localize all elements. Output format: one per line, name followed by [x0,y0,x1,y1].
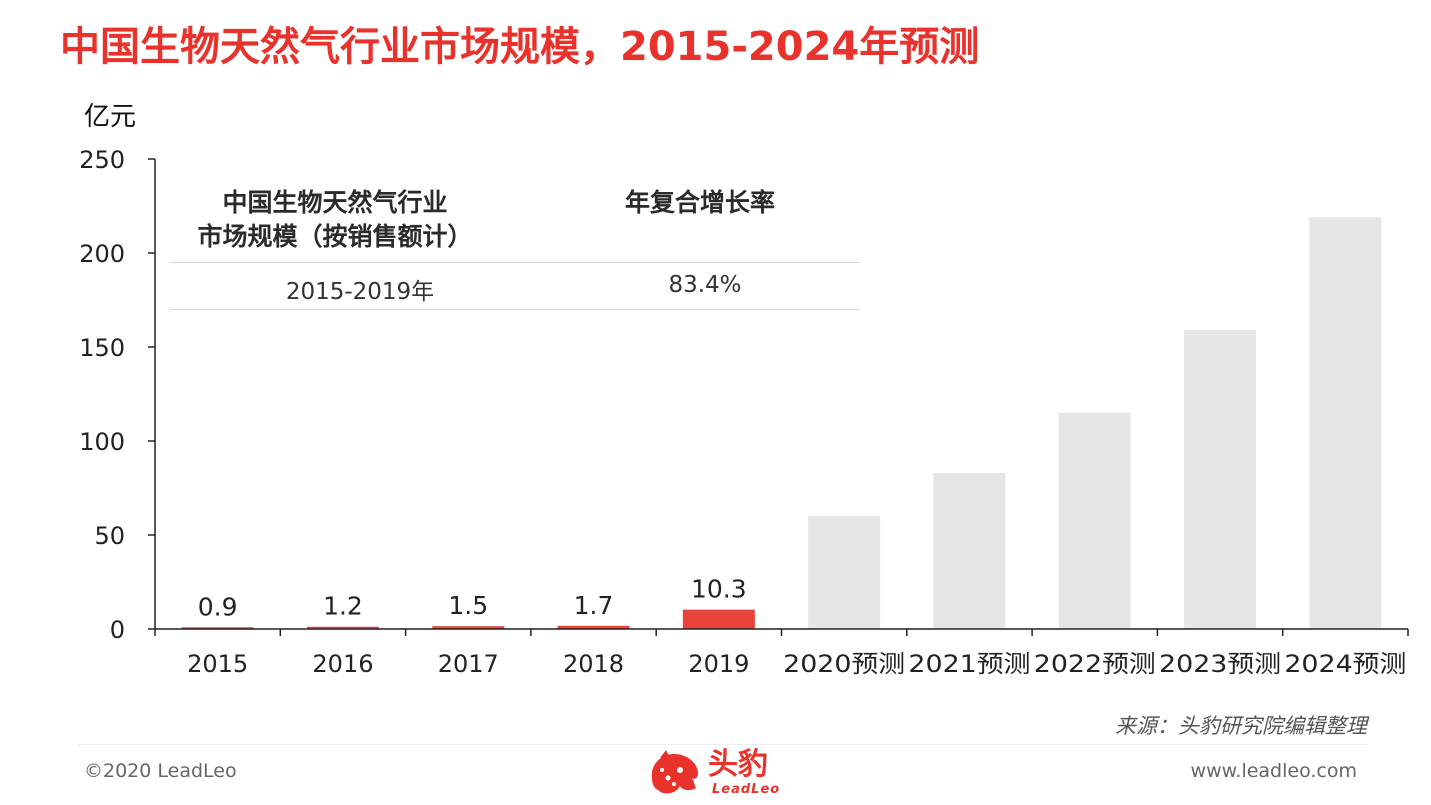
logo-chinese-text: 头豹 [708,747,768,782]
bar-2019 [682,609,755,629]
y-tick-label: 0 [110,616,125,644]
source-note: 来源：头豹研究院编辑整理 [1115,714,1367,738]
cagr-table-divider [170,262,860,263]
bar-2022预测 [1058,412,1131,629]
y-axis-unit-label: 亿元 [84,102,137,132]
page-title: 中国生物天然气行业市场规模，2015-2024年预测 [60,24,980,70]
cagr-table-bottom-rule [170,309,860,310]
bar-2024预测 [1309,217,1382,629]
copyright-text: ©2020 LeadLeo [84,760,237,782]
x-tick-label: 2021预测 [908,650,1030,678]
footer-divider [78,744,1368,745]
cagr-table-header-cagr: 年复合增长率 [624,188,775,217]
data-label: 1.7 [574,591,614,620]
x-tick-label: 2018 [563,650,624,678]
x-tick-label: 2022预测 [1034,650,1156,678]
cagr-table: 中国生物天然气行业 市场规模（按销售额计） 年复合增长率 2015-2019年 … [170,186,860,310]
data-label: 10.3 [691,575,747,604]
y-tick-label: 150 [79,334,125,362]
cagr-table-value: 83.4% [668,272,742,298]
y-tick-label: 100 [79,428,125,456]
y-tick-label: 200 [79,240,125,268]
x-tick-label: 2016 [312,650,373,678]
bar-2016 [306,626,379,629]
y-tick-label: 250 [79,146,125,174]
bar-2021预测 [933,472,1006,629]
bar-2017 [432,626,505,629]
data-label: 1.2 [323,592,363,621]
y-tick-label: 50 [94,522,125,550]
x-tick-label: 2017 [438,650,499,678]
bar-2020预测 [808,516,881,629]
cagr-table-period: 2015-2019年 [285,279,435,305]
logo-english-text: LeadLeo [712,782,781,797]
x-tick-label: 2019 [688,650,749,678]
x-tick-label: 2023预测 [1159,650,1281,678]
cagr-table-header-market: 中国生物天然气行业 市场规模（按销售额计） [197,188,473,251]
bar-2015 [181,627,254,629]
data-label: 0.9 [198,592,238,621]
x-tick-label: 2015 [187,650,248,678]
leopard-head-icon [651,750,698,794]
leadleo-logo: 头豹 LeadLeo [646,748,796,802]
x-tick-label: 2024预测 [1284,650,1406,678]
x-tick-label: 2020预测 [783,650,905,678]
bar-2023预测 [1184,330,1257,629]
website-url: www.leadleo.com [1190,760,1357,782]
bar-2018 [557,625,630,629]
data-label: 1.5 [448,591,488,620]
